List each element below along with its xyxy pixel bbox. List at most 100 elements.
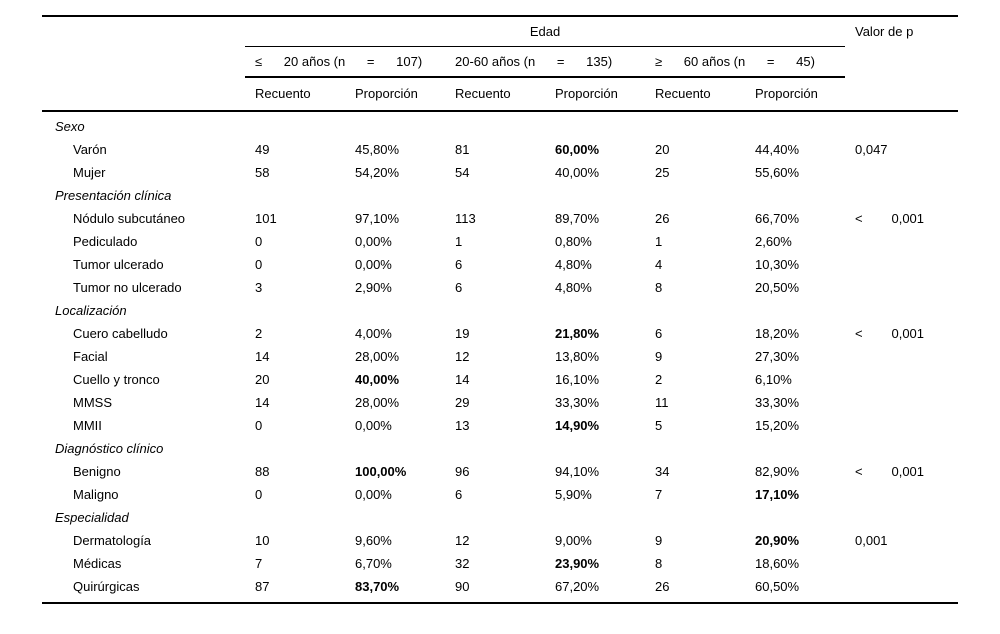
column-header: Proporción (755, 86, 818, 102)
row-label: Cuello y tronco (73, 372, 160, 388)
table-row: Facial 14 28,00% 12 13,80% 9 27,30% (42, 345, 958, 368)
cell: 34 (655, 464, 670, 480)
p-value-cell: < 0,001 (855, 211, 925, 227)
table-row: Médicas 7 6,70% 32 23,90% 8 18,60% (42, 552, 958, 575)
age-group-header: ≥ 60 años (n = 45) (655, 53, 815, 69)
cell: 60,50% (755, 579, 800, 595)
cell: 9 (655, 349, 663, 365)
header-row-stat-columns: Recuento Proporción Recuento Proporción … (42, 78, 958, 110)
cell: 20 (255, 372, 270, 388)
cell: 81 (455, 142, 470, 158)
cell: 87 (255, 579, 270, 595)
section-title: Localización (55, 303, 127, 319)
section-title: Presentación clínica (55, 188, 172, 204)
table-row: Cuero cabelludo 2 4,00% 19 21,80% 6 18,2… (42, 322, 958, 345)
divider-under-age-groups (245, 75, 845, 78)
cell: 29 (455, 395, 470, 411)
row-label: Mujer (73, 165, 106, 181)
cell: 23,90% (555, 556, 600, 572)
cell: 40,00% (355, 372, 400, 388)
cell: 1 (455, 234, 463, 250)
section-row: Especialidad (42, 506, 958, 529)
table-row: Cuello y tronco 20 40,00% 14 16,10% 2 6,… (42, 368, 958, 391)
column-header: Proporción (355, 86, 418, 102)
cell: 83,70% (355, 579, 400, 595)
cell: 28,00% (355, 349, 400, 365)
cell: 113 (455, 211, 476, 227)
cell: 4,00% (355, 326, 392, 342)
cell: 7 (255, 556, 263, 572)
cell: 94,10% (555, 464, 600, 480)
table-row: Mujer 58 54,20% 54 40,00% 25 55,60% (42, 161, 958, 184)
cell: 15,20% (755, 418, 800, 434)
cell: 12 (455, 533, 470, 549)
cell: 13 (455, 418, 470, 434)
cell: 8 (655, 280, 663, 296)
edad-header: Edad (529, 23, 561, 39)
p-value-cell: < 0,001 (855, 326, 925, 342)
age-group-header: 20-60 años (n = 135) (455, 53, 613, 69)
cell: 18,20% (755, 326, 800, 342)
cell: 1 (655, 234, 663, 250)
cell: 6,10% (755, 372, 792, 388)
cell: 9,60% (355, 533, 392, 549)
column-header: Recuento (455, 86, 511, 102)
section-title: Especialidad (55, 510, 129, 526)
results-table: Edad Valor de p ≤ 20 años (n = 107) 20-6… (42, 15, 958, 605)
cell: 96 (455, 464, 470, 480)
cell: 49 (255, 142, 270, 158)
table-row: Pediculado 0 0,00% 1 0,80% 1 2,60% (42, 230, 958, 253)
cell: 58 (255, 165, 270, 181)
column-header: Proporción (555, 86, 618, 102)
cell: 97,10% (355, 211, 400, 227)
cell: 55,60% (755, 165, 800, 181)
table-row: MMSS 14 28,00% 29 33,30% 11 33,30% (42, 391, 958, 414)
p-value-cell: 0,047 (855, 142, 888, 158)
cell: 0,00% (355, 418, 392, 434)
row-label: MMSS (73, 395, 112, 411)
cell: 100,00% (355, 464, 407, 480)
table-row: Dermatología 10 9,60% 12 9,00% 9 20,90% … (42, 529, 958, 552)
cell: 67,20% (555, 579, 600, 595)
p-value-cell: 0,001 (855, 533, 888, 549)
cell: 0,00% (355, 234, 392, 250)
cell: 2,90% (355, 280, 392, 296)
section-row: Diagnóstico clínico (42, 437, 958, 460)
cell: 18,60% (755, 556, 800, 572)
cell: 0 (255, 234, 263, 250)
table-row: Tumor ulcerado 0 0,00% 6 4,80% 4 10,30% (42, 253, 958, 276)
cell: 13,80% (555, 349, 600, 365)
cell: 26 (655, 579, 670, 595)
cell: 33,30% (555, 395, 600, 411)
cell: 0,80% (555, 234, 592, 250)
cell: 8 (655, 556, 663, 572)
cell: 6 (655, 326, 663, 342)
cell: 19 (455, 326, 470, 342)
cell: 32 (455, 556, 470, 572)
cell: 14 (455, 372, 470, 388)
header-row-edad: Edad Valor de p (42, 17, 958, 46)
cell: 82,90% (755, 464, 800, 480)
cell: 88 (255, 464, 270, 480)
row-label: Médicas (73, 556, 122, 572)
row-label: Benigno (73, 464, 121, 480)
section-title: Diagnóstico clínico (55, 441, 164, 457)
cell: 0,00% (355, 487, 392, 503)
cell: 28,00% (355, 395, 400, 411)
p-value-cell: < 0,001 (855, 464, 925, 480)
cell: 16,10% (555, 372, 600, 388)
cell: 0,00% (355, 257, 392, 273)
column-header: Recuento (255, 86, 311, 102)
cell: 40,00% (555, 165, 600, 181)
cell: 27,30% (755, 349, 800, 365)
row-label: Facial (73, 349, 108, 365)
cell: 4 (655, 257, 663, 273)
cell: 89,70% (555, 211, 600, 227)
header-row-age-groups: ≤ 20 años (n = 107) 20-60 años (n = 135)… (42, 47, 958, 76)
row-label: Cuero cabelludo (73, 326, 168, 342)
table-row: Varón 49 45,80% 81 60,00% 20 44,40% 0,04… (42, 138, 958, 161)
cell: 44,40% (755, 142, 800, 158)
p-value-header: Valor de p (855, 23, 914, 39)
row-label: Tumor ulcerado (73, 257, 164, 273)
cell: 0 (255, 487, 263, 503)
